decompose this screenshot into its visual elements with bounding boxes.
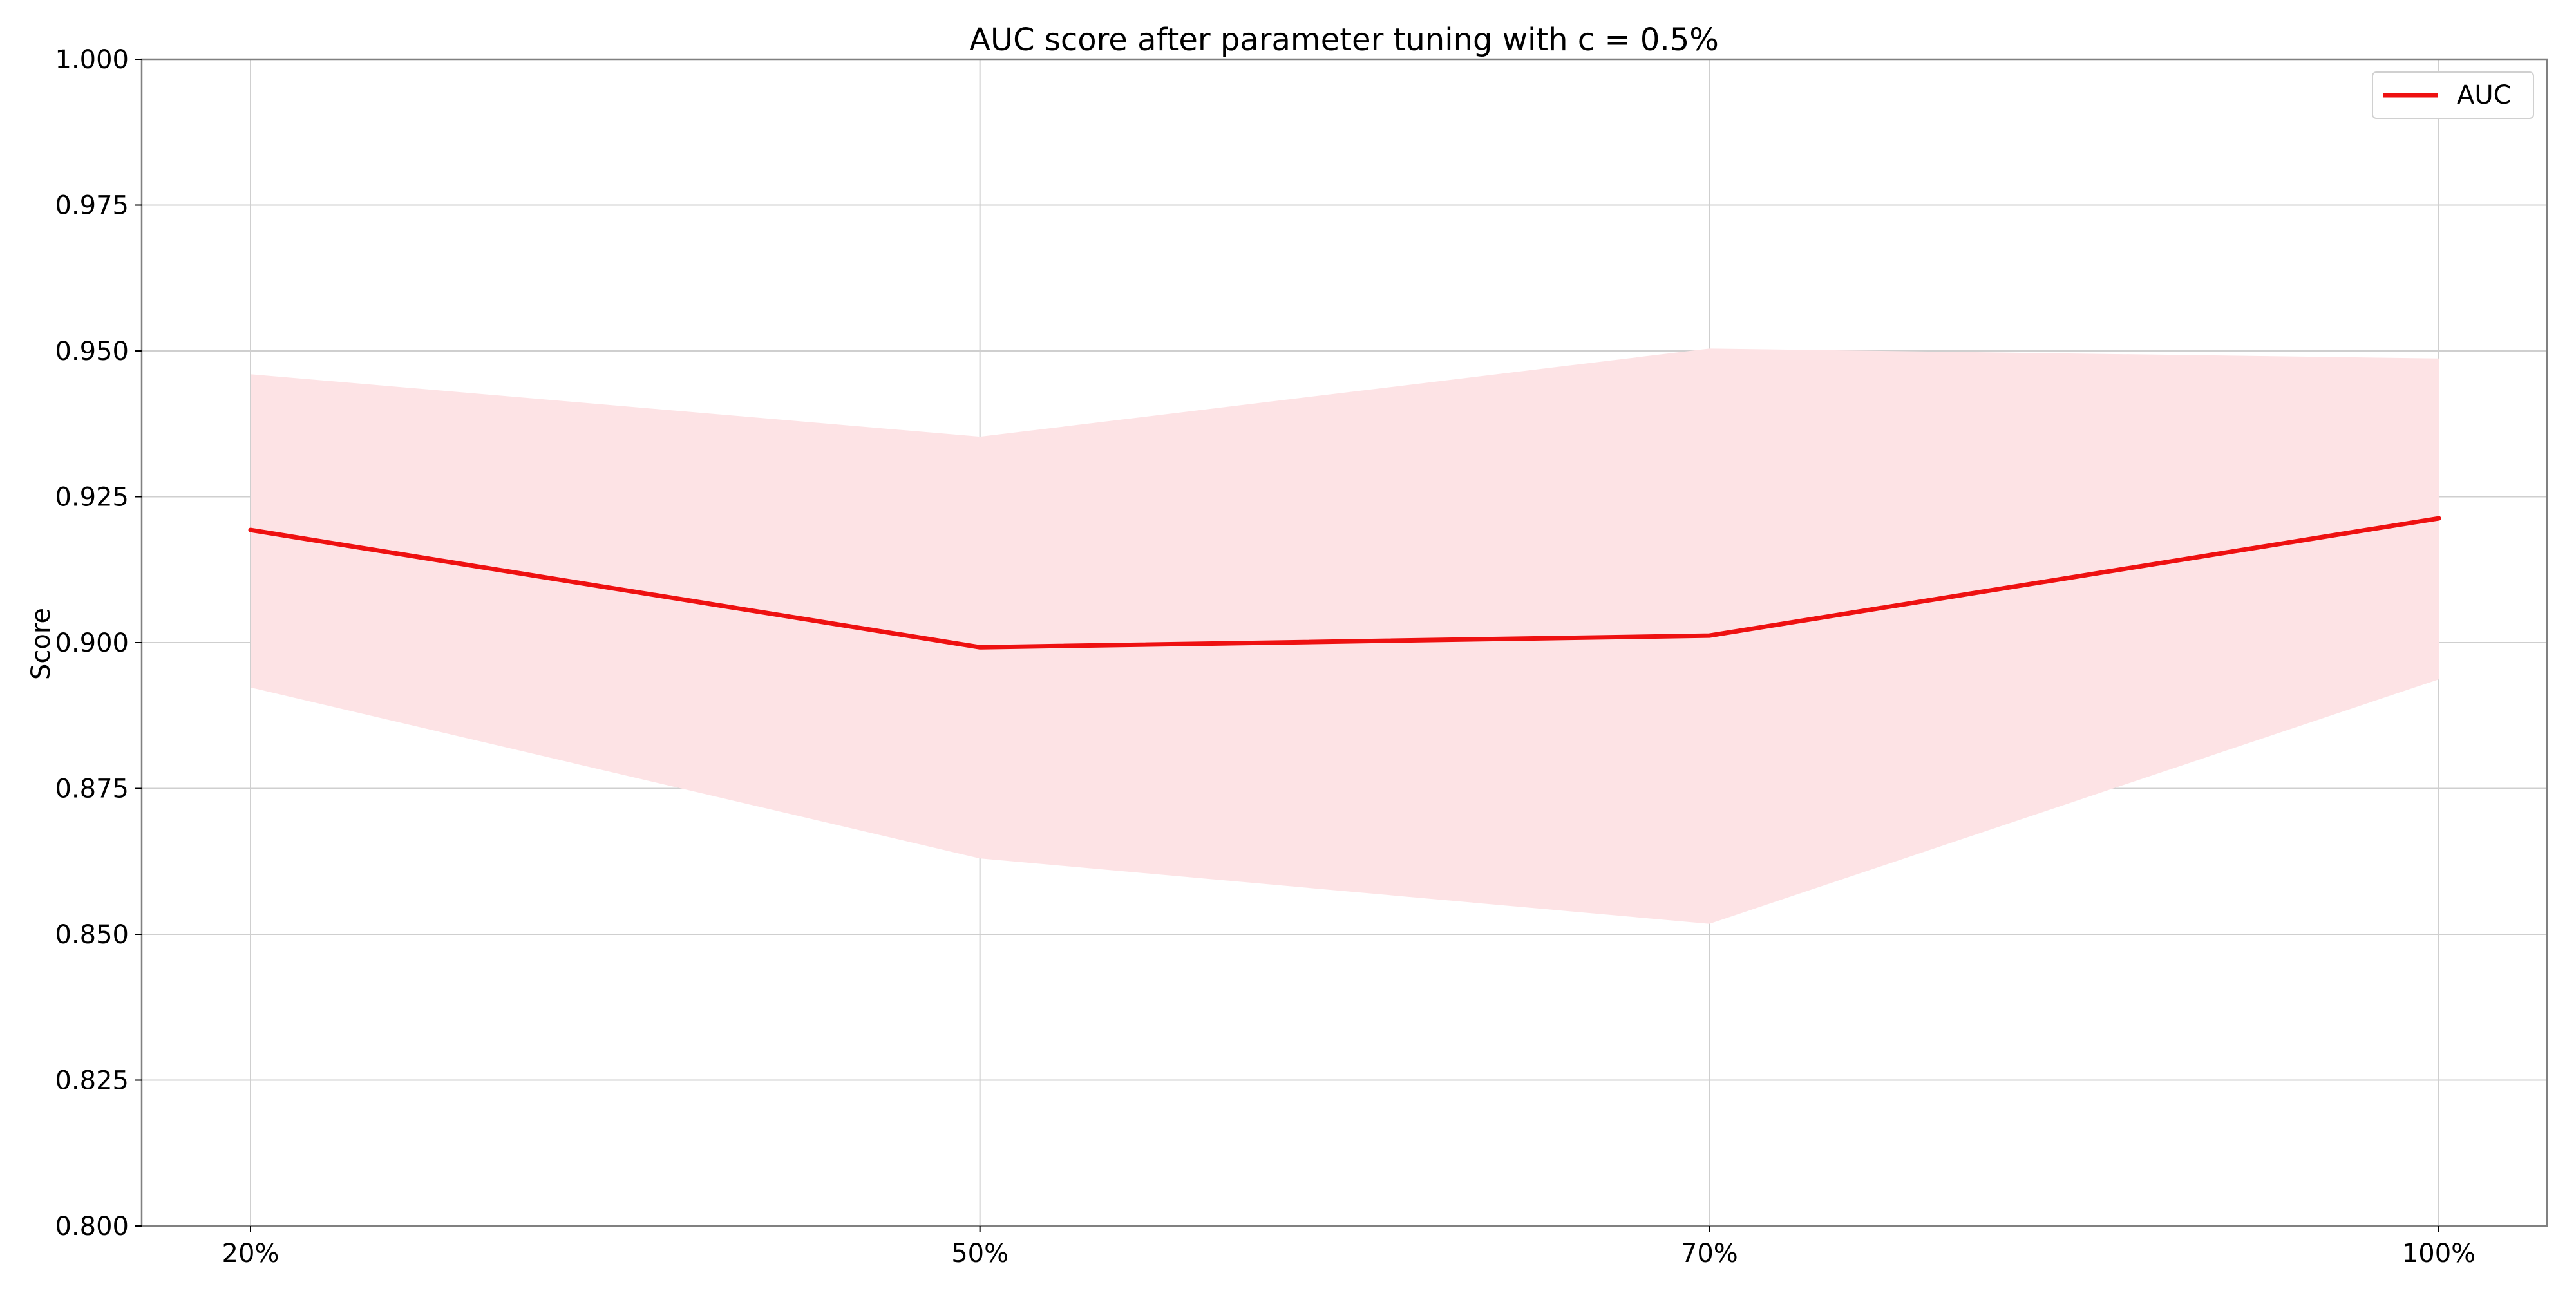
x-tick-label: 100%	[2402, 1239, 2476, 1268]
y-tick-label: 0.850	[55, 920, 129, 950]
y-axis: 0.800 0.825 0.850 0.875 0.900 0.925 0.950 0.975…	[55, 45, 142, 1241]
y-axis-label: Score	[26, 608, 56, 680]
series-line-auc	[248, 516, 2441, 650]
legend-label-auc: AUC	[2457, 80, 2512, 110]
y-tick-label: 0.925	[55, 483, 129, 513]
chart-title: AUC score after parameter tuning with c …	[969, 22, 1719, 58]
y-tick-label: 0.875	[55, 775, 129, 804]
x-tick-label: 50%	[951, 1239, 1009, 1268]
y-tick-label: 0.825	[55, 1066, 129, 1096]
legend-box	[2372, 71, 2534, 119]
y-tick-label: 1.000	[55, 45, 129, 75]
confidence-band	[251, 348, 2439, 924]
y-tick-label: 0.900	[55, 628, 129, 658]
x-tick-label: 20%	[222, 1239, 279, 1268]
series-line-layer	[248, 516, 2441, 650]
x-axis: 20% 50% 70% 100%	[222, 1226, 2476, 1268]
x-tick-label: 70%	[1681, 1239, 1738, 1268]
y-tick-label: 0.950	[55, 337, 129, 366]
confidence-band-layer	[251, 348, 2439, 924]
y-tick-label: 0.800	[55, 1212, 129, 1241]
legend[interactable]: AUC	[2372, 71, 2534, 119]
y-tick-label: 0.975	[55, 191, 129, 221]
